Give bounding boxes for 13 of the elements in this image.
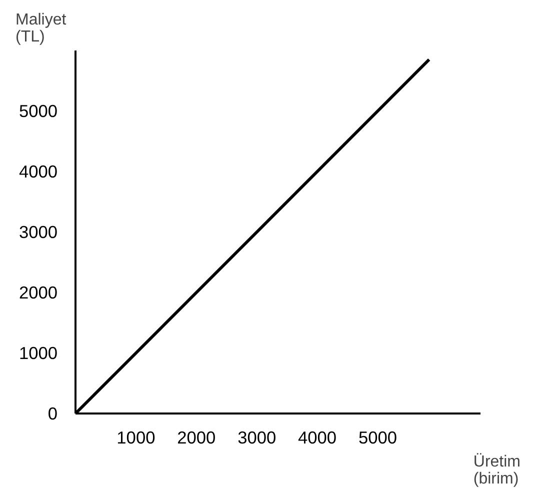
x-axis-title: Üretim (birim) bbox=[473, 452, 520, 488]
x-tick-label: 2000 bbox=[177, 428, 216, 448]
y-tick-label: 5000 bbox=[18, 101, 58, 121]
x-tick-label: 3000 bbox=[238, 428, 276, 448]
x-tick-label: 4000 bbox=[298, 428, 337, 448]
y-tick-label: 2000 bbox=[18, 282, 58, 302]
x-tick-label: 5000 bbox=[358, 428, 398, 448]
y-axis-title: Maliyet (TL) bbox=[16, 12, 67, 46]
x-tick-label: 1000 bbox=[116, 428, 156, 448]
y-tick-label: 0 bbox=[48, 404, 58, 424]
y-tick-label: 3000 bbox=[18, 222, 58, 242]
y-tick-label: 1000 bbox=[18, 343, 58, 363]
y-tick-label: 4000 bbox=[18, 162, 58, 182]
